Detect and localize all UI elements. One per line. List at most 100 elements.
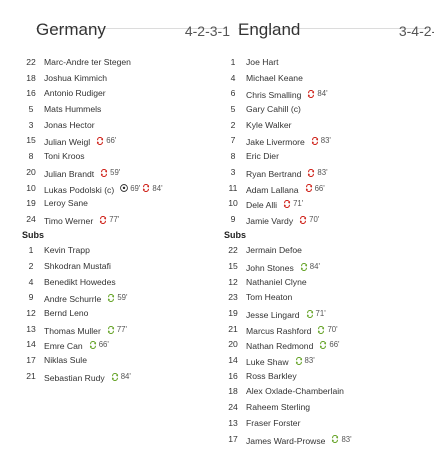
player-row: 18 Alex Oxlade-Chamberlain <box>224 384 424 400</box>
player-name-text: Luke Shaw <box>246 356 289 367</box>
player-name-text: Jesse Lingard <box>246 309 300 320</box>
player-row: 14 Luke Shaw 83' <box>224 353 424 369</box>
player-events: 71' <box>281 196 303 214</box>
player-name: Lukas Podolski (c) 69' 84' <box>44 181 163 199</box>
sub-off-icon <box>305 184 313 193</box>
sub-off-icon <box>307 90 315 99</box>
match-event: 66' <box>96 133 116 149</box>
player-row: 13 Fraser Forster <box>224 416 424 432</box>
player-row: 19 Leroy Sane <box>22 196 222 212</box>
player-number: 22 <box>228 245 238 256</box>
player-name-text: Julian Weigl <box>44 137 91 148</box>
player-name-text: Eric Dier <box>246 151 279 162</box>
player-name: Jamie Vardy 70' <box>246 212 319 230</box>
player-number: 24 <box>26 213 36 224</box>
player-number: 11 <box>228 182 238 193</box>
player-name-text: Tom Heaton <box>246 292 293 303</box>
player-name: Benedikt Howedes <box>44 275 116 291</box>
sub-on-icon <box>306 309 314 318</box>
player-name: Michael Keane <box>246 71 303 87</box>
player-row: 10 Dele Alli 71' <box>224 196 424 212</box>
player-events: 84' <box>305 86 328 104</box>
player-row: 22 Jermain Defoe <box>224 243 424 259</box>
match-event: 83' <box>295 353 315 369</box>
away-lineup-list: 1 Joe Hart 4 Michael Keane 6 Chris Smalling 84… <box>224 55 424 447</box>
player-number: 18 <box>228 386 238 397</box>
player-number: 21 <box>26 370 36 381</box>
event-minute: 71' <box>293 199 304 209</box>
away-formation: 3-4-2-1 <box>398 23 434 39</box>
player-row: 3 Ryan Bertrand 83' <box>224 165 424 181</box>
player-name-text: Julian Brandt <box>44 168 95 179</box>
player-name: Ryan Bertrand 83' <box>246 165 328 183</box>
player-events: 66' <box>317 337 340 355</box>
match-event: 70' <box>317 322 338 338</box>
away-team-name: England <box>238 20 301 39</box>
match-event: 66' <box>89 337 109 353</box>
player-name-text: Adam Lallana <box>246 184 299 195</box>
sub-off-icon <box>299 215 307 224</box>
player-number: 13 <box>26 323 36 334</box>
match-event: 84' <box>111 369 131 385</box>
player-name: Jesse Lingard 71' <box>246 306 326 324</box>
player-name-text: Toni Kroos <box>44 151 85 162</box>
player-name-text: Ross Barkley <box>246 370 297 381</box>
player-row: 18 Joshua Kimmich <box>22 71 222 87</box>
player-name-text: Joshua Kimmich <box>44 72 108 83</box>
player-row: 12 Nathaniel Clyne <box>224 275 424 291</box>
player-name: Adam Lallana 66' <box>246 181 325 199</box>
player-number: 8 <box>230 151 236 162</box>
player-name: Mats Hummels <box>44 102 101 118</box>
player-name: Kevin Trapp <box>44 243 90 259</box>
player-row: 3 Jonas Hector <box>22 118 222 134</box>
sub-off-icon <box>142 184 150 193</box>
player-number: 9 <box>230 213 236 224</box>
event-minute: 66' <box>106 136 117 146</box>
player-events: 83' <box>293 353 315 371</box>
event-minute: 77' <box>116 324 128 334</box>
player-name: Leroy Sane <box>44 196 88 212</box>
sub-off-icon <box>311 137 319 146</box>
away-team-header: England 3-4-2-1 <box>238 0 434 39</box>
sub-on-icon <box>111 372 119 381</box>
player-number: 10 <box>228 198 238 209</box>
player-events: 71' <box>304 306 326 324</box>
player-row: 9 Andre Schurrle 59' <box>22 290 222 306</box>
player-name: James Ward-Prowse 83' <box>246 432 352 450</box>
player-events: 59' <box>105 290 128 308</box>
player-name: Toni Kroos <box>44 149 85 165</box>
player-name: Ross Barkley <box>246 369 297 385</box>
player-name: Marcus Rashford 70' <box>246 322 338 340</box>
player-number: 12 <box>228 276 238 287</box>
event-minute: 83' <box>320 136 331 146</box>
player-events: 83' <box>329 432 352 450</box>
player-number: 15 <box>228 260 238 271</box>
player-number: 22 <box>26 57 36 67</box>
player-name: Emre Can 66' <box>44 337 109 355</box>
player-name: John Stones 84' <box>246 259 320 277</box>
player-name: Gary Cahill (c) <box>246 102 301 118</box>
event-minute: 71' <box>315 309 326 318</box>
event-minute: 84' <box>309 261 320 271</box>
player-row: 20 Nathan Redmond 66' <box>224 337 424 353</box>
player-number: 17 <box>228 433 238 444</box>
match-event: 71' <box>283 196 303 212</box>
player-name: Alex Oxlade-Chamberlain <box>246 384 344 400</box>
sub-off-icon <box>99 215 107 224</box>
player-number: 2 <box>28 260 34 271</box>
home-team-panel: Germany 4-2-3-1 22 Marc-Andre ter Stegen 1… <box>22 0 230 383</box>
player-name-text: Timo Werner <box>44 215 94 226</box>
player-name: Thomas Muller 77' <box>44 322 127 340</box>
player-name: Jonas Hector <box>44 118 95 134</box>
player-number: 15 <box>26 135 36 146</box>
event-minute: 84' <box>120 371 131 381</box>
player-name: Jake Livermore 83' <box>246 133 331 151</box>
player-row: 11 Adam Lallana 66' <box>224 181 424 197</box>
sub-off-icon <box>100 168 108 177</box>
player-row: 20 Julian Brandt 59' <box>22 165 222 181</box>
player-name-text: Mats Hummels <box>44 104 102 115</box>
player-name-text: Joe Hart <box>246 57 279 67</box>
player-number: 14 <box>228 355 238 366</box>
player-row: 15 John Stones 84' <box>224 259 424 275</box>
away-team-panel: England 3-4-2-1 1 Joe Hart 4 Michael Keane 6… <box>224 0 434 445</box>
